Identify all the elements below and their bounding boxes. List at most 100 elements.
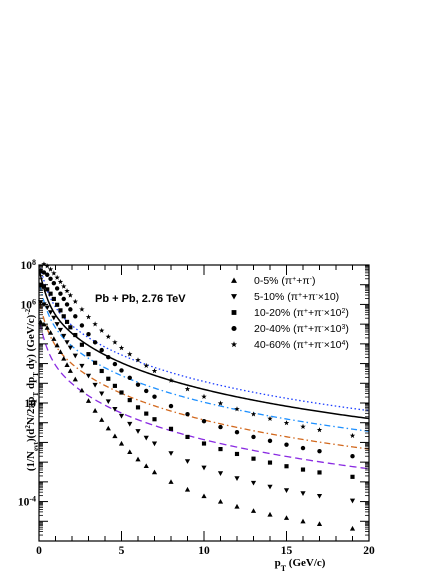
data-point-0 (57, 349, 64, 354)
data-point-3 (45, 272, 50, 277)
data-point-0 (143, 463, 149, 469)
data-point-4 (64, 288, 70, 294)
data-point-4 (267, 415, 273, 421)
data-point-4 (135, 357, 141, 363)
data-point-4 (349, 432, 356, 438)
data-point-0 (105, 425, 111, 431)
data-point-1 (105, 399, 111, 405)
data-point-1 (217, 471, 224, 476)
data-point-1 (118, 413, 125, 419)
data-point-0 (85, 398, 92, 403)
data-point-4 (47, 266, 54, 272)
data-point-3 (218, 424, 223, 430)
data-point-4 (283, 420, 290, 426)
fit-curve-3 (39, 272, 369, 420)
data-point-0 (316, 521, 323, 526)
data-point-3 (135, 382, 141, 387)
data-point-1 (143, 435, 149, 441)
data-point-4 (92, 321, 98, 327)
data-point-3 (73, 314, 78, 319)
data-point-2 (68, 325, 73, 330)
data-point-1 (283, 488, 290, 493)
data-point-0 (51, 336, 57, 341)
data-point-4 (184, 386, 191, 392)
data-point-0 (300, 518, 306, 524)
data-point-1 (184, 459, 191, 464)
data-point-4 (201, 393, 207, 399)
legend-marker-4 (230, 341, 238, 348)
data-point-3 (201, 418, 207, 424)
data-point-4 (151, 368, 158, 374)
legend-label-0: 0-5% (π++π-) (254, 275, 316, 287)
data-point-4 (44, 263, 50, 269)
data-point-0 (92, 408, 98, 413)
data-point-3 (99, 347, 104, 353)
data-point-4 (168, 377, 174, 383)
data-point-2 (41, 284, 47, 289)
data-point-3 (68, 307, 73, 312)
data-point-0 (118, 440, 125, 446)
data-point-2 (51, 296, 56, 302)
data-point-2 (135, 405, 141, 410)
data-point-1 (57, 327, 64, 333)
data-point-1 (267, 484, 273, 490)
y-tick-label: 10 (25, 398, 37, 410)
x-tick-label: 5 (119, 545, 125, 557)
data-point-0 (201, 493, 207, 499)
data-point-2 (55, 302, 60, 307)
data-point-0 (151, 469, 158, 475)
data-point-1 (300, 491, 306, 496)
data-point-2 (144, 411, 149, 416)
fit-curve-1 (39, 302, 369, 450)
legend-label-3: 20-40% (π++π-×103) (254, 323, 349, 335)
data-point-1 (127, 421, 133, 427)
data-point-3 (144, 388, 149, 394)
x-tick-label: 15 (281, 545, 293, 557)
data-point-3 (267, 438, 273, 444)
data-point-4 (41, 261, 47, 267)
data-point-2 (218, 446, 223, 452)
data-point-4 (51, 270, 57, 276)
legend-label-2: 10-20% (π++π-×102) (254, 307, 349, 319)
data-point-1 (85, 373, 92, 379)
data-point-1 (92, 382, 98, 388)
data-point-4 (112, 339, 118, 345)
data-point-3 (127, 375, 132, 381)
data-point-2 (201, 441, 207, 446)
data-point-1 (234, 476, 240, 481)
data-point-2 (86, 352, 91, 357)
data-point-4 (250, 411, 257, 417)
legend-label-1: 5-10% (π++π-×10) (254, 291, 339, 303)
data-point-1 (349, 498, 356, 504)
legend: 0-5% (π++π-) 5-10% (π++π-×10) 10-20% (π++π… (230, 275, 349, 351)
data-point-4 (234, 406, 240, 412)
data-point-3 (61, 296, 66, 302)
data-points (38, 261, 356, 531)
data-point-0 (184, 486, 191, 492)
data-point-3 (251, 434, 256, 440)
data-point-0 (250, 508, 257, 513)
data-point-0 (61, 355, 67, 361)
data-point-2 (119, 390, 124, 395)
data-point-4 (54, 274, 60, 280)
data-point-2 (152, 417, 157, 422)
data-point-2 (61, 314, 66, 319)
data-point-3 (86, 331, 91, 337)
data-point-1 (79, 363, 85, 369)
data-point-2 (99, 368, 104, 374)
data-point-3 (92, 340, 98, 345)
data-point-0 (349, 525, 356, 531)
data-point-2 (300, 467, 306, 472)
x-tick-label: 10 (198, 545, 210, 557)
data-point-1 (47, 310, 54, 315)
data-point-2 (127, 398, 132, 403)
data-point-3 (79, 323, 85, 328)
data-point-2 (317, 470, 322, 475)
data-point-1 (44, 305, 50, 311)
data-point-4 (85, 314, 92, 320)
data-point-3 (317, 448, 322, 454)
data-point-2 (64, 319, 70, 324)
data-point-2 (267, 460, 273, 465)
data-point-3 (119, 368, 124, 373)
